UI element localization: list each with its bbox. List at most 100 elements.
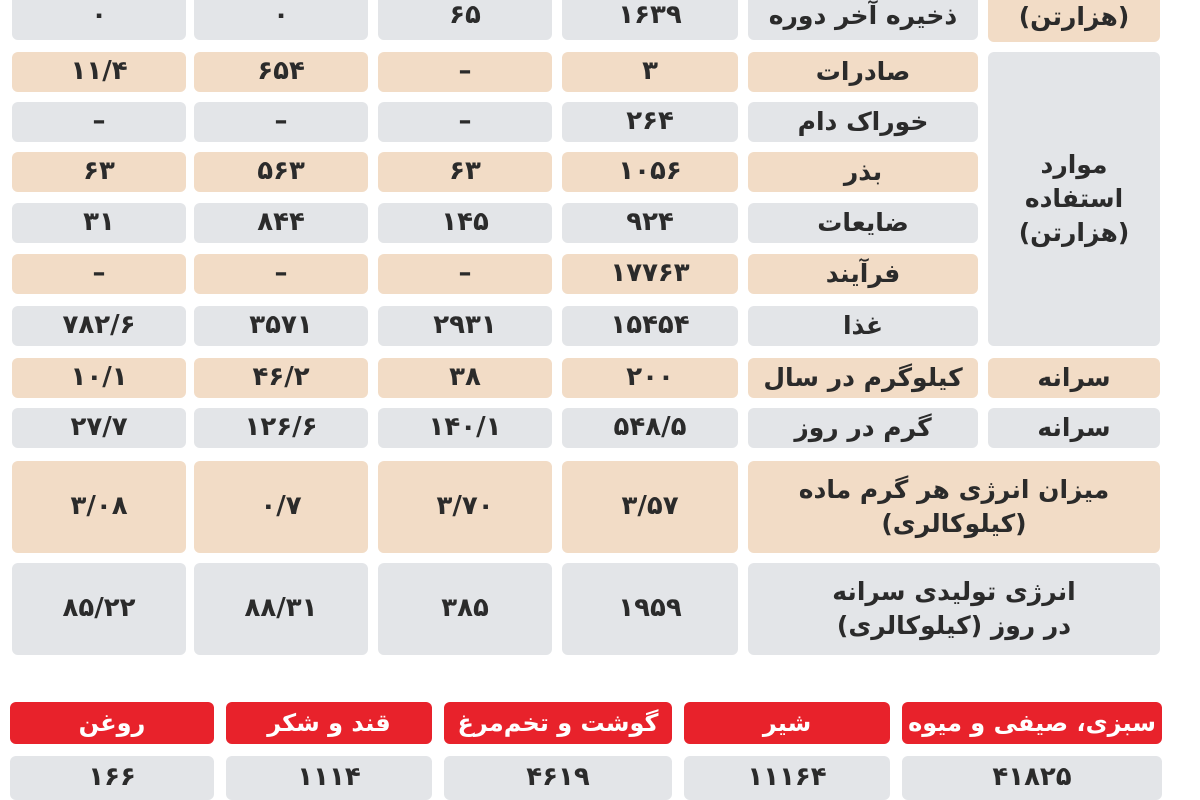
cell-value: ۳/۷۰ <box>436 491 494 522</box>
cell-value: ۱۷۷۶۳ <box>610 258 690 289</box>
value-meat-eggs: ۴۶۱۹ <box>444 756 672 800</box>
row-label-text: غذا <box>842 311 884 341</box>
table-cell: – <box>378 254 552 294</box>
table-cell: ۳/۷۰ <box>378 461 552 553</box>
row-label: فرآیند <box>748 254 978 294</box>
value-vegetables-fruits: ۴۱۸۲۵ <box>902 756 1162 800</box>
table-cell: ۱۴۵ <box>378 203 552 243</box>
cell-value: ۵۴۸/۵ <box>613 412 687 443</box>
header-oil: روغن <box>10 702 214 744</box>
row-label: گرم در روز <box>748 408 978 448</box>
table-cell: – <box>194 254 368 294</box>
header-text: روغن <box>78 708 146 737</box>
row-label: ضایعات <box>748 203 978 243</box>
cell-value: ۳۸۵ <box>441 593 489 624</box>
cell-value: ۶۵۴ <box>257 56 305 87</box>
cell-value: ۳/۵۷ <box>621 491 679 522</box>
header-meat-eggs: گوشت و تخم‌مرغ <box>444 702 672 744</box>
header-sugar: قند و شکر <box>226 702 432 744</box>
cell-value: ۰/۷ <box>260 491 302 522</box>
header-text: گوشت و تخم‌مرغ <box>457 708 659 737</box>
cell-value: ۱۲۶/۶ <box>244 412 318 443</box>
table-cell: ۱۲۶/۶ <box>194 408 368 448</box>
cell-value: – <box>458 258 472 289</box>
table-cell: ۲۷/۷ <box>12 408 186 448</box>
cell-value: – <box>458 106 472 137</box>
value-milk: ۱۱۱۶۴ <box>684 756 890 800</box>
table-cell: ۸۸/۳۱ <box>194 563 368 655</box>
table-cell: ۳۸ <box>378 358 552 398</box>
table-cell: – <box>194 102 368 142</box>
group-per-capita-day-text: سرانه <box>1037 413 1111 443</box>
cell-value: – <box>458 56 472 87</box>
table-cell: ۶۳ <box>378 152 552 192</box>
table-cell: ۰ <box>12 0 186 40</box>
cell-value: ۱۶۳۹ <box>618 0 682 31</box>
row-label-text: صادرات <box>815 57 911 87</box>
cell-value: ۲۶۴ <box>626 106 674 137</box>
cell-value: ۳ <box>642 56 658 87</box>
cell-value: ۱۱۱۶۴ <box>747 762 827 793</box>
row-label: ذخیره آخر دوره <box>748 0 978 40</box>
cell-value: ۴۶/۲ <box>252 362 310 393</box>
row-label-text: انرژی تولیدی سرانه در روز (کیلوکالری) <box>832 577 1076 640</box>
cell-value: ۱۹۵۹ <box>618 593 682 624</box>
cell-value: ۰ <box>273 0 289 31</box>
header-text: شیر <box>762 708 812 737</box>
table-cell: ۳/۵۷ <box>562 461 738 553</box>
table-cell: ۲۹۳۱ <box>378 306 552 346</box>
group-stock-unit: (هزارتن) <box>988 0 1160 42</box>
table-cell: ۱۰/۱ <box>12 358 186 398</box>
table-cell: ۲۶۴ <box>562 102 738 142</box>
group-per-capita-year: سرانه <box>988 358 1160 398</box>
row-label: بذر <box>748 152 978 192</box>
cell-value: ۱۰۵۶ <box>618 156 682 187</box>
group-per-capita-day: سرانه <box>988 408 1160 448</box>
table-cell: ۱۹۵۹ <box>562 563 738 655</box>
cell-value: ۲۷/۷ <box>70 412 128 443</box>
group-usage-text: موارد استفاده (هزارتن) <box>1018 150 1130 247</box>
table-cell: ۱۴۰/۱ <box>378 408 552 448</box>
cell-value: ۱۶۶ <box>88 762 136 793</box>
table-cell: ۹۲۴ <box>562 203 738 243</box>
header-vegetables-fruits: سبزی، صیفی و میوه <box>902 702 1162 744</box>
cell-value: ۶۳ <box>83 156 115 187</box>
row-label: کیلوگرم در سال <box>748 358 978 398</box>
cell-value: ۱۴۰/۱ <box>428 412 502 443</box>
cell-value: ۴۱۸۲۵ <box>992 762 1072 793</box>
table-cell: – <box>378 102 552 142</box>
table-cell: ۶۳ <box>12 152 186 192</box>
table-cell: ۰/۷ <box>194 461 368 553</box>
cell-value: ۱۰/۱ <box>70 362 128 393</box>
row-label-text: ذخیره آخر دوره <box>768 1 958 31</box>
table-cell: ۱۱/۴ <box>12 52 186 92</box>
table-cell: ۱۷۷۶۳ <box>562 254 738 294</box>
group-usage: موارد استفاده (هزارتن) <box>988 52 1160 346</box>
cell-value: – <box>92 258 106 289</box>
cell-value: ۳۱ <box>83 207 115 238</box>
row-label: صادرات <box>748 52 978 92</box>
table-cell: ۸۵/۲۲ <box>12 563 186 655</box>
cell-value: ۸۸/۳۱ <box>244 593 318 624</box>
table-cell: ۳۸۵ <box>378 563 552 655</box>
row-label-energy-per-gram: میزان انرژی هر گرم ماده (کیلوکالری) <box>748 461 1160 553</box>
cell-value: ۱۱/۴ <box>70 56 128 87</box>
row-label-text: گرم در روز <box>794 413 932 443</box>
table-cell: – <box>12 254 186 294</box>
header-text: قند و شکر <box>267 708 391 737</box>
header-milk: شیر <box>684 702 890 744</box>
cell-value: ۹۲۴ <box>626 207 674 238</box>
cell-value: ۶۵ <box>449 0 481 31</box>
table-cell: ۴۶/۲ <box>194 358 368 398</box>
table-cell: ۶۵۴ <box>194 52 368 92</box>
group-per-capita-year-text: سرانه <box>1037 363 1111 393</box>
cell-value: ۰ <box>91 0 107 31</box>
cell-value: ۱۴۵ <box>441 207 489 238</box>
row-label: غذا <box>748 306 978 346</box>
table-cell: ۳/۰۸ <box>12 461 186 553</box>
table-cell: ۵۶۳ <box>194 152 368 192</box>
cell-value: ۴۶۱۹ <box>526 762 590 793</box>
cell-value: – <box>274 106 288 137</box>
cell-value: ۶۳ <box>449 156 481 187</box>
cell-value: – <box>274 258 288 289</box>
